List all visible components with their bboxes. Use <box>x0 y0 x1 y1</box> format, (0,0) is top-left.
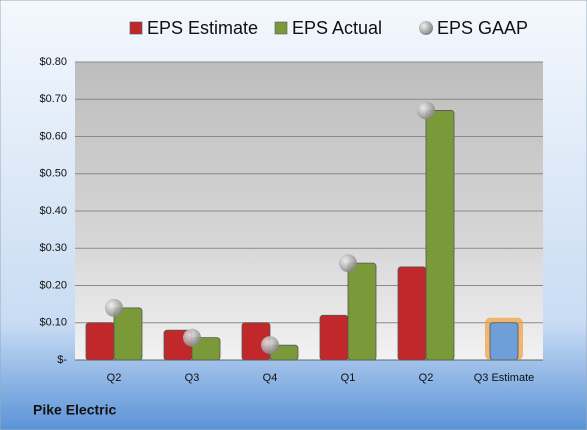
bar <box>319 314 349 361</box>
bar <box>489 322 519 361</box>
y-tick-label: $0.50 <box>39 168 67 180</box>
y-tick-label: $0.20 <box>39 279 67 291</box>
gaap-marker <box>417 101 435 120</box>
x-tick-label: Q1 <box>341 372 356 384</box>
y-tick-label: $0.10 <box>39 317 67 329</box>
bar <box>425 110 455 361</box>
x-tick-label: Q3 <box>185 372 200 384</box>
bar <box>113 307 143 361</box>
footer: Pike Electric <box>33 402 116 418</box>
legend-marker <box>274 21 288 35</box>
legend-label: EPS Estimate <box>147 18 258 38</box>
y-tick-label: $0.40 <box>39 205 67 217</box>
gaap-marker <box>261 336 279 355</box>
x-tick-label: Q2 <box>107 372 122 384</box>
gaap-marker <box>339 254 357 273</box>
x-tick-label: Q4 <box>263 372 278 384</box>
legend-marker <box>129 21 143 35</box>
gaap-marker <box>183 328 201 347</box>
bar <box>347 262 377 361</box>
legend-marker <box>419 21 433 35</box>
x-tick-label: Q3 Estimate <box>474 372 535 384</box>
gaap-marker <box>105 298 123 317</box>
y-tick-label: $0.70 <box>39 93 67 105</box>
legend-label: EPS Actual <box>292 18 382 38</box>
legend-label: EPS GAAP <box>437 18 528 38</box>
y-tick-label: $0.30 <box>39 242 67 254</box>
bar <box>397 266 427 361</box>
x-tick-label: Q2 <box>419 372 434 384</box>
y-tick-label: $0.80 <box>39 56 67 68</box>
bar <box>85 322 115 361</box>
y-tick-label: $0.60 <box>39 130 67 142</box>
y-tick-label: $- <box>57 354 67 366</box>
